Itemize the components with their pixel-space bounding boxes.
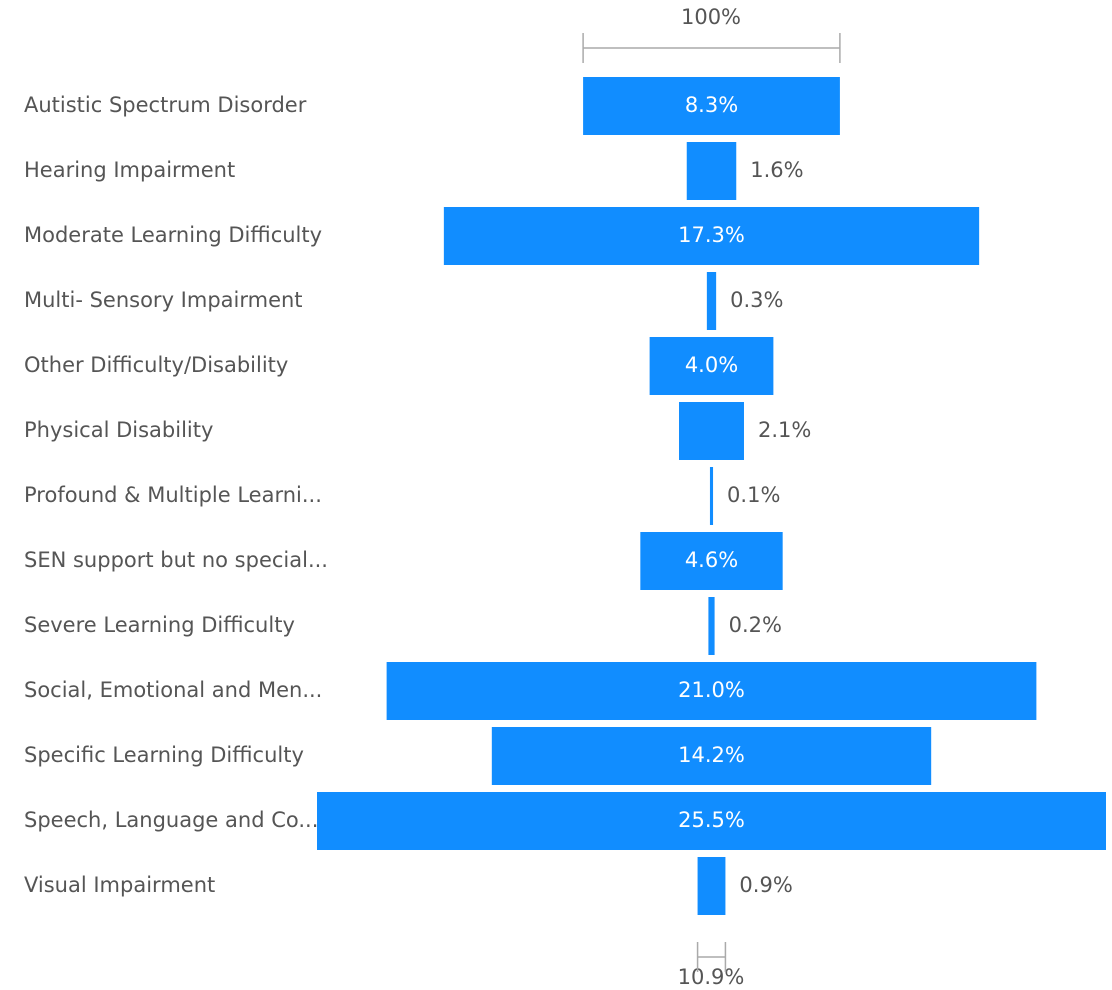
value-label: 4.6% (685, 548, 738, 572)
bar (709, 467, 714, 525)
bar (708, 597, 715, 655)
category-label: Multi- Sensory Impairment (24, 288, 303, 312)
bar (679, 402, 744, 460)
bar (583, 77, 840, 135)
value-label: 2.1% (758, 418, 811, 442)
value-label: 1.6% (750, 158, 803, 182)
bar (317, 792, 1106, 850)
bar (386, 662, 1037, 720)
value-label: 4.0% (685, 353, 738, 377)
category-label: Moderate Learning Difficulty (24, 223, 322, 247)
category-label: Profound & Multiple Learni... (24, 483, 322, 507)
top-annotation: 100% (681, 5, 741, 29)
value-label: 17.3% (678, 223, 745, 247)
category-label: Physical Disability (24, 418, 213, 442)
bar (686, 142, 737, 200)
value-label: 14.2% (678, 743, 745, 767)
value-label: 0.9% (739, 873, 792, 897)
category-label: Severe Learning Difficulty (24, 613, 295, 637)
value-label: 0.3% (730, 288, 783, 312)
category-label: Other Difficulty/Disability (24, 353, 288, 377)
value-label: 0.2% (729, 613, 782, 637)
category-label: Speech, Language and Co... (24, 808, 318, 832)
bar (706, 272, 717, 330)
category-label: Hearing Impairment (24, 158, 235, 182)
bar (640, 532, 783, 590)
category-label: Autistic Spectrum Disorder (24, 93, 307, 117)
bar (491, 727, 932, 785)
category-label: Social, Emotional and Men... (24, 678, 322, 702)
category-label: Specific Learning Difficulty (24, 743, 304, 767)
value-label: 8.3% (685, 93, 738, 117)
category-label: Visual Impairment (24, 873, 215, 897)
bar (697, 857, 726, 915)
value-label: 25.5% (678, 808, 745, 832)
bar (443, 207, 980, 265)
bottom-annotation: 10.9% (678, 965, 745, 989)
category-label: SEN support but no special... (24, 548, 328, 572)
value-label: 0.1% (727, 483, 780, 507)
value-label: 21.0% (678, 678, 745, 702)
bar (649, 337, 774, 395)
